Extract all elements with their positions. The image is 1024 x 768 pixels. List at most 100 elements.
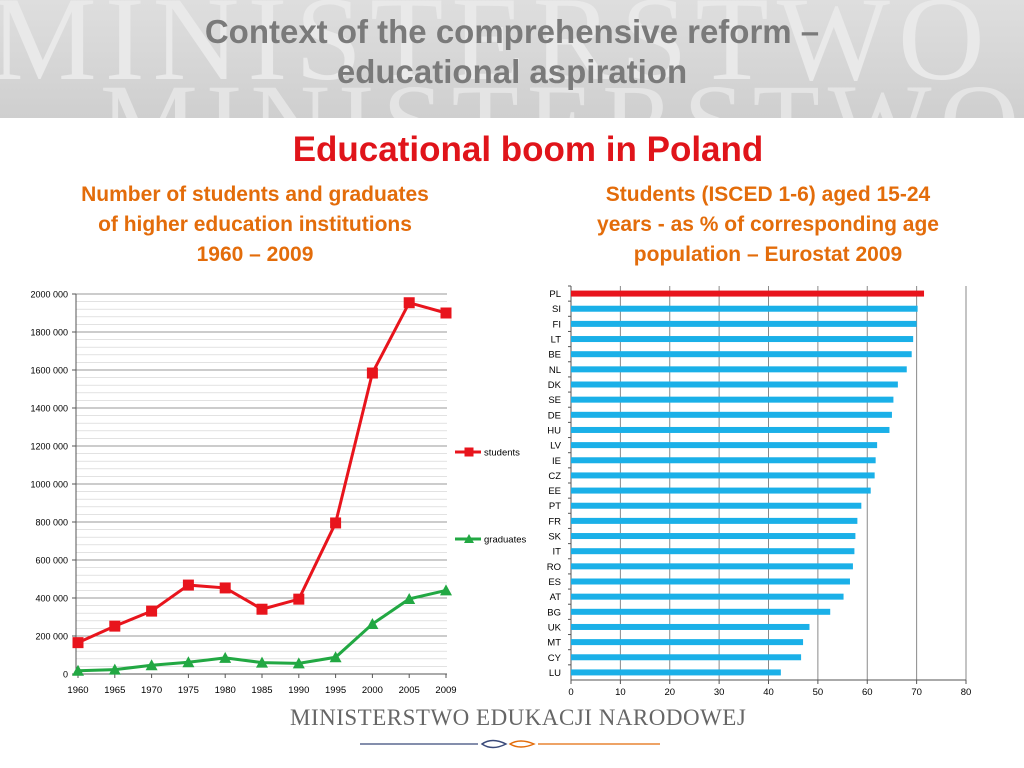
line-chart-title: Number of students and graduates of high…	[40, 180, 470, 270]
bar-NL	[571, 366, 907, 373]
data-point-graduates	[72, 664, 84, 676]
category-label: UK	[548, 622, 562, 633]
x-tick-label: 1975	[178, 685, 199, 696]
bar-DE	[571, 411, 892, 418]
bar-SE	[571, 396, 894, 403]
data-point-students	[330, 517, 342, 529]
y-tick-label: 2000 000	[30, 290, 68, 300]
category-label: EE	[548, 486, 561, 497]
category-label: DK	[548, 380, 562, 391]
legend-label-students: students	[484, 448, 520, 459]
bar-FI	[571, 320, 917, 327]
legend-marker-students	[464, 447, 474, 457]
bar-HU	[571, 426, 890, 433]
bar-SK	[571, 533, 856, 540]
data-point-students	[109, 620, 121, 632]
bar-EE	[571, 487, 871, 494]
slide-subtitle: Educational boom in Poland	[292, 130, 764, 169]
ministry-name: MINISTERSTWO EDUKACJI NARODOWEJ	[290, 705, 747, 730]
category-label: ES	[548, 577, 561, 588]
y-tick-label: 200 000	[35, 632, 68, 642]
data-point-students	[366, 367, 378, 379]
x-tick-label: 2005	[399, 685, 420, 696]
x-tick-label: 10	[615, 687, 626, 698]
data-point-students	[182, 579, 194, 591]
line-chart-title-line: of higher education institutions	[98, 213, 412, 236]
data-point-graduates	[440, 584, 452, 596]
y-tick-label: 400 000	[35, 594, 68, 604]
category-label: LU	[549, 668, 561, 679]
bar-PL	[571, 290, 925, 297]
y-tick-label: 600 000	[35, 556, 68, 566]
slide-title: Context of the comprehensive reform – ed…	[0, 12, 1024, 92]
x-tick-label: 1960	[67, 685, 88, 696]
data-point-students	[403, 297, 415, 309]
bar-RO	[571, 563, 853, 570]
bar-AT	[571, 593, 844, 600]
category-label: MT	[547, 638, 561, 649]
category-label: RO	[547, 562, 561, 573]
data-point-graduates	[108, 663, 121, 675]
category-label: IT	[553, 547, 562, 558]
category-label: SI	[552, 304, 561, 315]
x-tick-label: 60	[862, 687, 873, 698]
y-tick-label: 1000 000	[30, 480, 68, 490]
category-label: BE	[548, 350, 561, 361]
category-label: DE	[548, 410, 561, 421]
bar-chart-title: Students (ISCED 1-6) aged 15-24 years - …	[548, 180, 988, 270]
category-label: FR	[548, 516, 561, 527]
bar-chart-title-line: Students (ISCED 1-6) aged 15-24	[605, 183, 931, 206]
bar-BG	[571, 608, 831, 615]
data-point-graduates	[219, 651, 232, 663]
x-tick-label: 1970	[141, 685, 162, 696]
category-label: HU	[547, 425, 561, 436]
data-point-graduates	[292, 657, 305, 669]
bar-ES	[571, 578, 850, 585]
bar-LU	[571, 669, 781, 676]
x-tick-label: 0	[568, 687, 573, 698]
category-label: PT	[549, 501, 561, 512]
x-tick-label: 20	[664, 687, 675, 698]
x-tick-label: 2009	[435, 685, 456, 696]
data-point-students	[72, 637, 84, 649]
bar-LV	[571, 442, 878, 449]
data-point-graduates	[182, 656, 195, 668]
watermark-text: MINISTERSTWO	[0, 0, 993, 105]
line-chart-title-line: Number of students and graduates	[81, 183, 429, 206]
y-tick-label: 1600 000	[30, 366, 68, 376]
bar-SI	[571, 305, 918, 312]
bar-UK	[571, 623, 810, 630]
data-point-graduates	[403, 592, 416, 604]
bar-PT	[571, 502, 862, 509]
x-tick-label: 1985	[251, 685, 272, 696]
bar-IT	[571, 548, 855, 555]
x-tick-label: 70	[911, 687, 922, 698]
x-tick-label: 50	[813, 687, 824, 698]
data-point-students	[219, 582, 231, 594]
data-point-students	[440, 307, 452, 319]
x-tick-label: 2000	[362, 685, 383, 696]
x-tick-label: 30	[714, 687, 725, 698]
data-point-graduates	[366, 618, 379, 630]
header-band: MINISTERSTWO MINISTERSTWO	[0, 0, 1024, 118]
data-point-graduates	[256, 656, 268, 668]
bar-CZ	[571, 472, 875, 479]
bar-DK	[571, 381, 898, 388]
category-label: SE	[548, 395, 561, 406]
y-tick-label: 800 000	[35, 518, 68, 528]
bar-chart-title-line: population – Eurostat 2009	[633, 243, 903, 266]
bar-chart-title-line: years - as % of corresponding age	[597, 213, 939, 236]
category-label: BG	[547, 607, 561, 618]
x-tick-label: 40	[763, 687, 774, 698]
category-label: SK	[548, 532, 561, 543]
line-chart-title-line: 1960 – 2009	[196, 243, 314, 266]
y-tick-label: 1200 000	[30, 442, 68, 452]
data-point-graduates	[145, 659, 158, 671]
bar-IE	[571, 457, 876, 464]
y-tick-label: 1800 000	[30, 328, 68, 338]
legend-label-graduates: graduates	[484, 535, 527, 546]
x-tick-label: 1965	[104, 685, 125, 696]
x-tick-label: 80	[961, 687, 972, 698]
category-label: LT	[551, 335, 562, 346]
